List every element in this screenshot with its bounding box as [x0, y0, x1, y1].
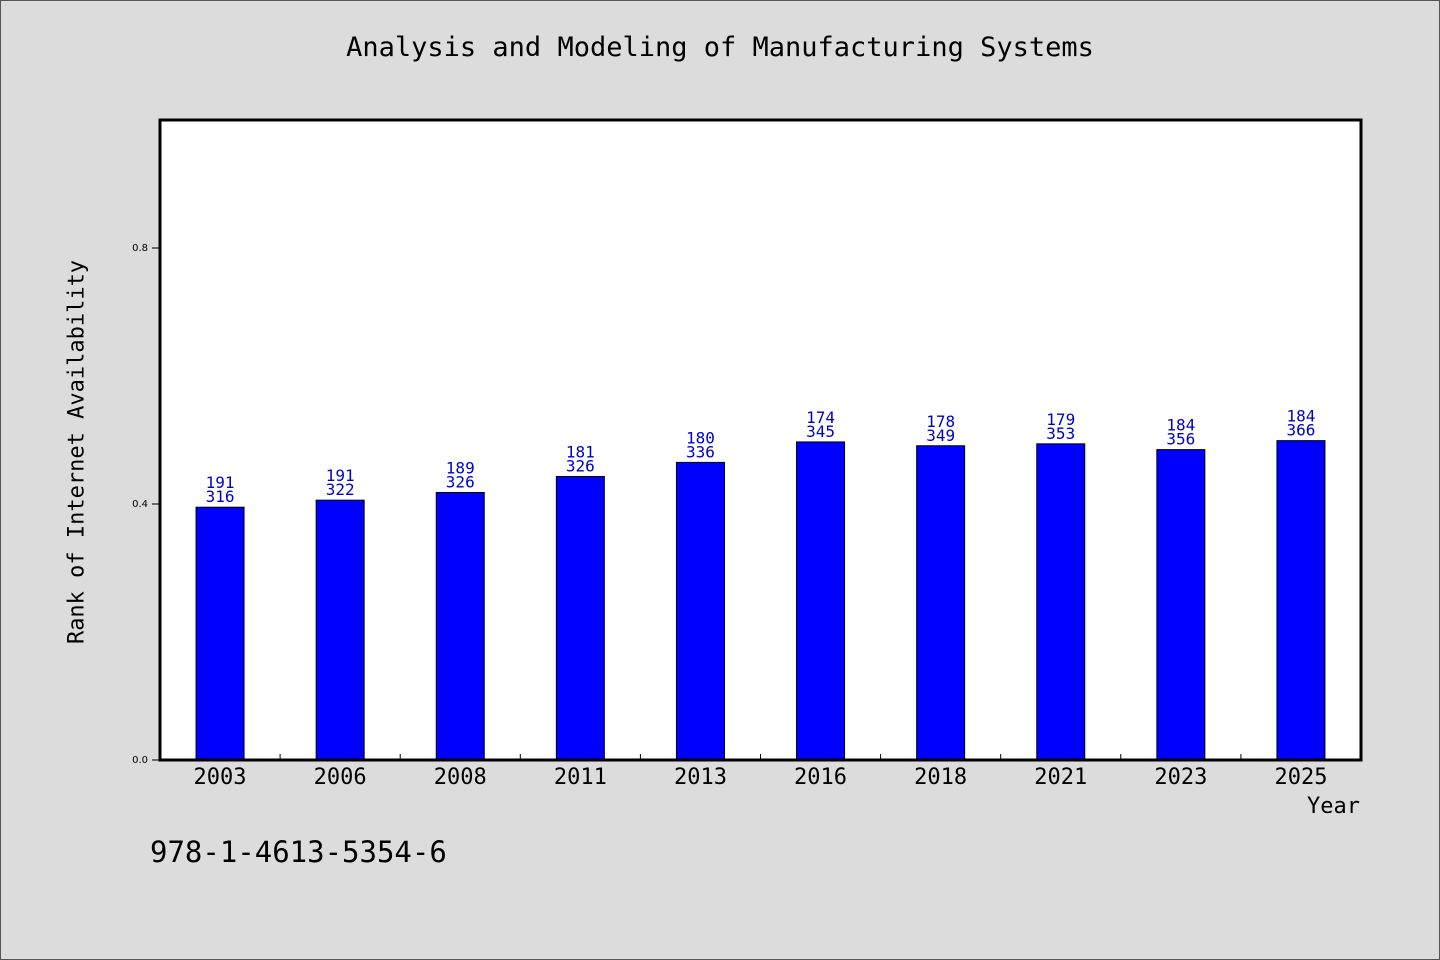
data-label-top: 189 [446, 458, 475, 477]
data-label-top: 179 [1046, 410, 1075, 429]
bar-2003 [195, 506, 245, 761]
data-label-bottom: 326 [566, 456, 595, 475]
data-label-bottom: 349 [926, 426, 955, 445]
bar-2021 [1036, 443, 1086, 761]
y-tick-label: 0.8 [132, 243, 148, 254]
data-label-bottom: 345 [806, 422, 835, 441]
data-label-top: 184 [1286, 407, 1315, 426]
data-label-top: 184 [1166, 416, 1195, 435]
chart-title: Analysis and Modeling of Manufacturing S… [346, 32, 1094, 63]
data-label-top: 191 [206, 473, 235, 492]
y-axis-label: Rank of Internet Availability [64, 259, 90, 645]
bar-2008 [435, 491, 485, 761]
x-tick-label: 2016 [794, 765, 847, 790]
data-label-bottom: 326 [446, 472, 475, 491]
bar-2023 [1156, 449, 1206, 761]
bar-2006 [315, 499, 365, 761]
data-label-bottom: 356 [1166, 430, 1195, 449]
x-tick-label: 2023 [1154, 765, 1207, 790]
x-tick-label: 2013 [674, 765, 727, 790]
data-label-bottom: 366 [1286, 421, 1315, 440]
bar-2013 [675, 461, 725, 761]
data-label-bottom: 353 [1046, 424, 1075, 443]
bar-2011 [555, 475, 605, 761]
x-tick-label: 2003 [194, 765, 247, 790]
x-tick-label: 2008 [434, 765, 487, 790]
data-label-top: 174 [806, 408, 835, 427]
bar-2025 [1276, 440, 1326, 761]
data-label-bottom: 316 [206, 487, 235, 506]
data-label-top: 180 [686, 428, 715, 447]
y-tick-label: 0.4 [132, 499, 148, 510]
bar-2016 [796, 441, 846, 761]
x-tick-label: 2006 [314, 765, 367, 790]
data-label-top: 191 [326, 466, 355, 485]
x-axis-label: Year [1307, 794, 1360, 819]
data-label-top: 181 [566, 442, 595, 461]
y-tick-label: 0.0 [132, 755, 148, 766]
x-tick-label: 2011 [554, 765, 607, 790]
plot-border [158, 118, 1363, 762]
data-label-bottom: 336 [686, 442, 715, 461]
bar-2018 [916, 445, 966, 761]
x-tick-label: 2025 [1274, 765, 1327, 790]
data-label-top: 178 [926, 412, 955, 431]
isbn-text: 978-1-4613-5354-6 [150, 835, 447, 869]
x-tick-label: 2018 [914, 765, 967, 790]
data-label-bottom: 322 [326, 480, 355, 499]
x-tick-label: 2021 [1034, 765, 1087, 790]
